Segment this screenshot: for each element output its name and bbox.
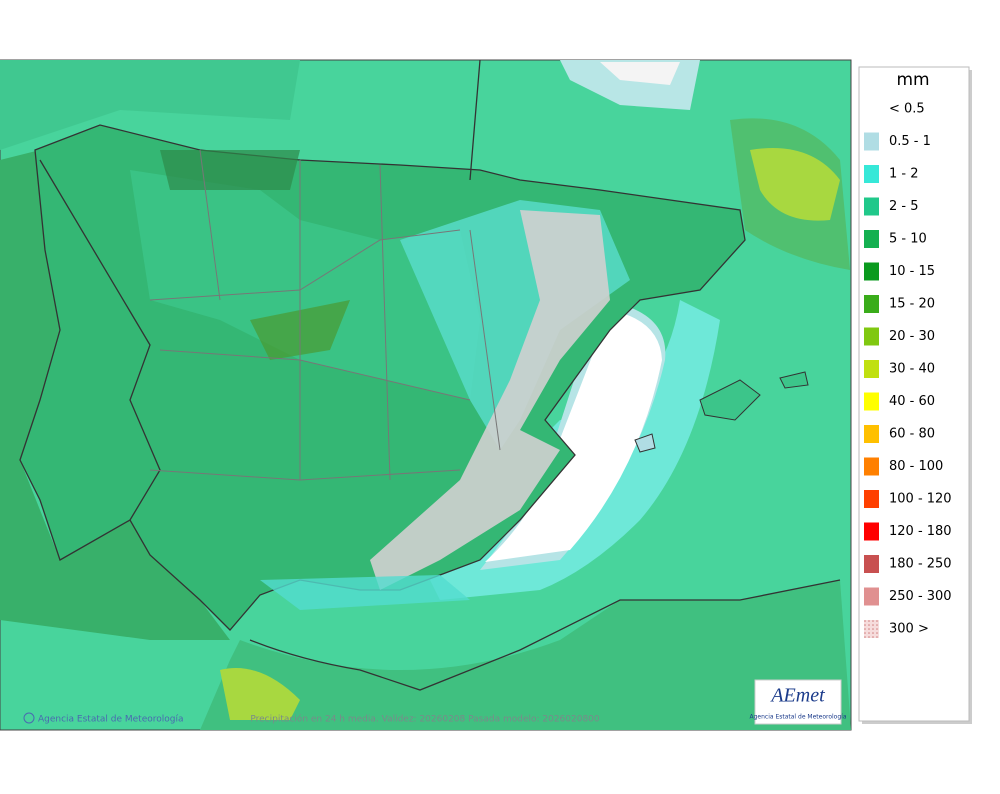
copyright-icon	[23, 712, 35, 724]
legend-label: 30 - 40	[889, 362, 935, 377]
legend-label: 60 - 80	[889, 427, 935, 442]
legend-swatch	[864, 100, 879, 118]
legend-label: 300 >	[889, 622, 929, 637]
legend-label: 40 - 60	[889, 394, 935, 409]
legend-swatch	[864, 262, 879, 281]
legend-label: 15 - 20	[889, 297, 935, 312]
legend-label: 100 - 120	[889, 492, 952, 507]
legend-swatch	[864, 230, 879, 248]
legend-swatch	[864, 522, 879, 541]
legend-swatch	[864, 587, 879, 606]
legend-swatch	[864, 392, 879, 411]
logo-subtitle: Agencia Estatal de Meteorología	[750, 714, 847, 721]
legend-title: mm	[896, 70, 929, 90]
legend-label: 20 - 30	[889, 329, 935, 344]
legend-swatch	[864, 197, 879, 216]
legend-label: 1 - 2	[889, 167, 919, 182]
legend-swatch	[864, 132, 879, 151]
legend-swatch	[864, 555, 879, 573]
caption: Precipitación en 24 h media. Validez: 20…	[250, 714, 600, 725]
legend-label: 0.5 - 1	[889, 134, 931, 149]
legend-swatch	[864, 457, 879, 476]
legend-swatch	[864, 327, 879, 346]
legend-swatch	[864, 620, 879, 638]
legend-swatch	[864, 360, 879, 378]
logo: AEmet Agencia Estatal de Meteorología	[750, 679, 847, 725]
legend-label: 80 - 100	[889, 459, 943, 474]
legend-label: 250 - 300	[889, 589, 952, 604]
legend-label: 5 - 10	[889, 232, 927, 247]
legend-swatch	[864, 295, 879, 313]
credit: Agencia Estatal de Meteorología	[38, 715, 184, 725]
legend-label: < 0.5	[889, 102, 925, 117]
map-area	[0, 59, 852, 731]
legend: mm < 0.5 0.5 - 1 1 - 2 2 - 5 5 - 10 10 - 15 15…	[858, 66, 972, 724]
legend-label: 10 - 15	[889, 264, 935, 279]
legend-label: 2 - 5	[889, 199, 919, 214]
legend-label: 180 - 250	[889, 557, 952, 572]
legend-swatch	[864, 165, 879, 183]
legend-label: 120 - 180	[889, 524, 952, 539]
legend-swatch	[864, 490, 879, 508]
logo-name: AEmet	[769, 685, 825, 707]
legend-swatch	[864, 425, 879, 443]
